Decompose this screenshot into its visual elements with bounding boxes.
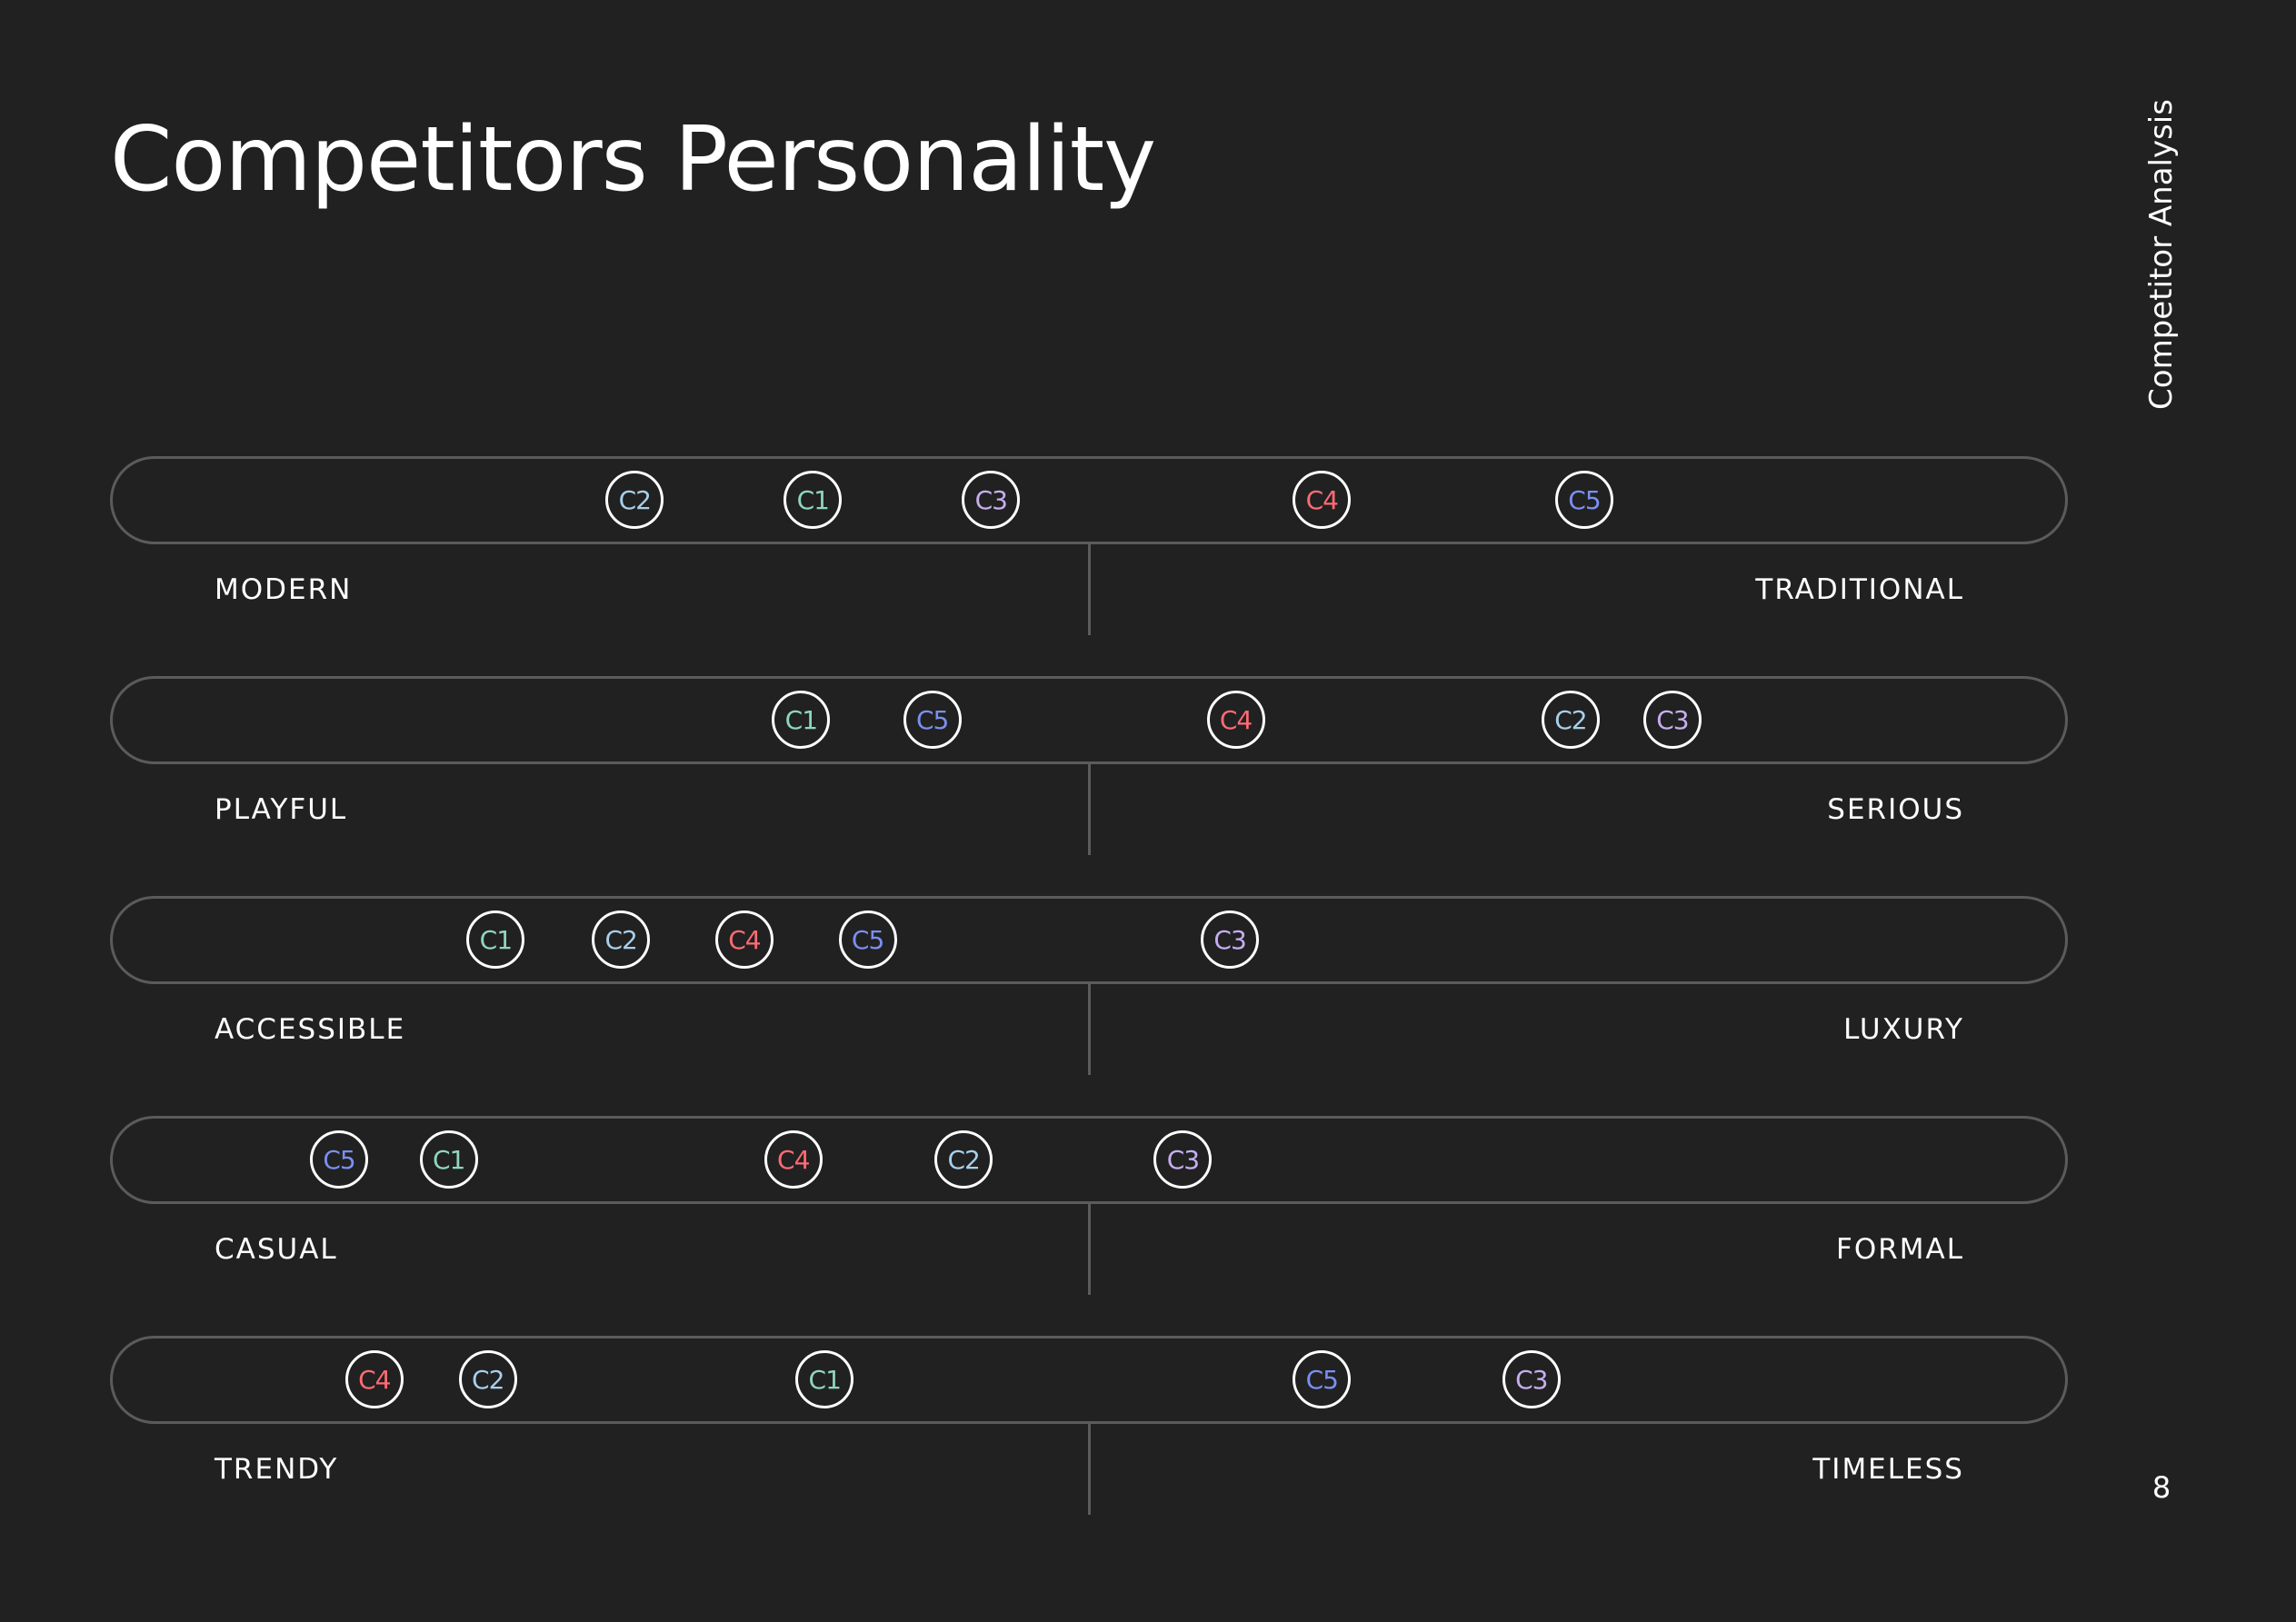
competitor-marker-c2: C2 [1541,691,1600,749]
competitor-marker-c4: C4 [1206,691,1265,749]
competitor-marker-c4: C4 [344,1350,404,1408]
competitor-marker-c2: C2 [592,911,651,969]
competitor-marker-c3: C3 [962,471,1021,529]
scale-row: TRENDY TIMELESS C4 C2 C1 C5 C3 [110,1336,2068,1518]
scale-left-label: MODERN [215,573,353,606]
scale-right-label: LUXURY [1843,1013,1964,1046]
competitor-marker-c2: C2 [605,471,664,529]
competitor-marker-c1: C1 [466,911,525,969]
scale-center-line [1088,1424,1091,1515]
scale-row: PLAYFUL SERIOUS C1 C5 C4 C2 C3 [110,676,2068,858]
scale-right-label: FORMAL [1836,1233,1964,1266]
scale-center-line [1088,764,1091,855]
scale-center-line [1088,984,1091,1075]
scale-track [110,896,2068,984]
competitor-marker-c2: C2 [934,1130,993,1189]
competitor-marker-c5: C5 [903,691,962,749]
scale-row: CASUAL FORMAL C5 C1 C4 C2 C3 [110,1116,2068,1298]
competitor-marker-c1: C1 [419,1130,478,1189]
scale-center-line [1088,1204,1091,1295]
scale-center-line [1088,544,1091,635]
scale-left-label: PLAYFUL [215,793,348,826]
page-number: 8 [2151,1470,2171,1505]
scale-track [110,456,2068,544]
scale-row: ACCESSIBLE LUXURY C1 C2 C4 C5 C3 [110,896,2068,1078]
competitor-marker-c1: C1 [772,691,831,749]
competitor-marker-c3: C3 [1153,1130,1213,1189]
competitor-marker-c1: C1 [795,1350,854,1408]
scale-row: MODERN TRADITIONAL C2 C1 C3 C4 C5 [110,456,2068,638]
scale-left-label: CASUAL [215,1233,338,1266]
scale-right-label: SERIOUS [1827,793,1964,826]
competitor-marker-c3: C3 [1201,911,1260,969]
competitor-marker-c5: C5 [838,911,897,969]
competitor-marker-c4: C4 [1293,471,1352,529]
scale-track [110,676,2068,764]
competitor-marker-c2: C2 [458,1350,517,1408]
competitor-marker-c1: C1 [784,471,843,529]
scale-right-label: TRADITIONAL [1755,573,1964,606]
page-title: Competitors Personality [110,108,1156,212]
competitor-marker-c4: C4 [764,1130,823,1189]
competitor-marker-c5: C5 [310,1130,369,1189]
scale-track [110,1116,2068,1204]
competitor-marker-c4: C4 [714,911,774,969]
scale-track [110,1336,2068,1424]
competitor-marker-c3: C3 [1502,1350,1561,1408]
competitor-marker-c5: C5 [1554,471,1613,529]
scale-right-label: TIMELESS [1812,1453,1964,1486]
competitor-marker-c5: C5 [1293,1350,1352,1408]
scale-left-label: TRENDY [215,1453,339,1486]
competitor-marker-c3: C3 [1642,691,1702,749]
scale-left-label: ACCESSIBLE [215,1013,406,1046]
